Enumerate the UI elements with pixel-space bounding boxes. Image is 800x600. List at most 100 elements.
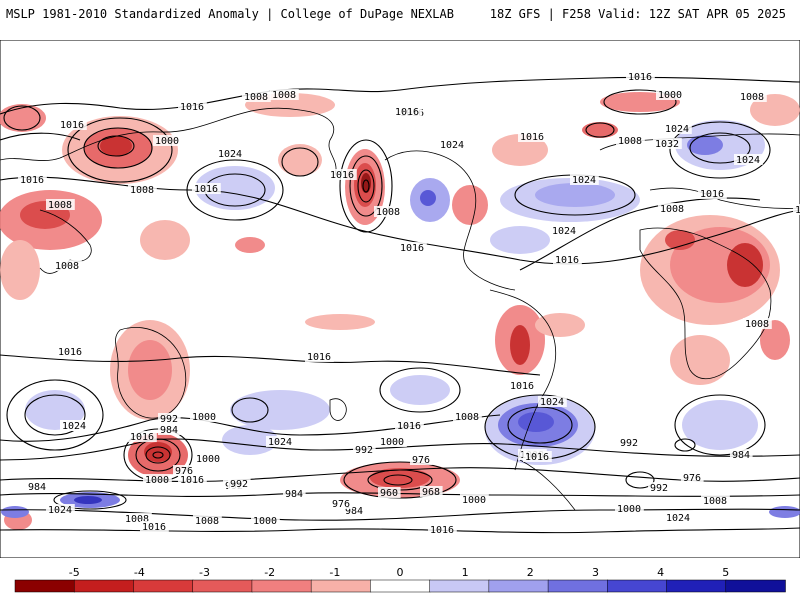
isobar-label-bg <box>305 351 334 362</box>
isobar-label-bg <box>508 380 537 391</box>
isobar-label: 1016 <box>194 184 218 195</box>
isobar-label-bg <box>553 254 582 265</box>
isobar-label: 984 <box>345 506 363 517</box>
colorbar-swatch <box>310 579 372 593</box>
isobar-label-bg <box>393 106 422 117</box>
isobar-label: 992 <box>620 438 638 449</box>
isobar-label-bg <box>56 346 85 357</box>
isobar-label: 1000 <box>192 412 216 423</box>
isobar-label-bg <box>570 174 599 185</box>
isobar-label: 1016 <box>58 347 82 358</box>
isobar-label-bg <box>743 318 772 329</box>
isobar-label-bg <box>270 89 299 100</box>
isobar-label-bg <box>343 505 366 516</box>
colorbar-swatch <box>192 579 253 593</box>
isobar-label-bg <box>395 420 424 431</box>
isobar-label-bg <box>626 71 655 82</box>
isobar-label-bg <box>618 437 641 448</box>
isobar-label-bg <box>46 199 75 210</box>
isobar-label: 1016 <box>520 132 544 143</box>
isobar-label: 1008 <box>660 204 684 215</box>
isobar-label: 1000 <box>380 437 404 448</box>
isobar-label: 1008 <box>272 90 296 101</box>
isobar-label: 992 <box>650 483 668 494</box>
isobar-label: 1024 <box>440 140 464 151</box>
colorbar-swatch <box>429 579 490 593</box>
isobar-label: 1016 <box>397 421 421 432</box>
isobar-label: 1008 <box>195 516 219 527</box>
isobar-label: 984 <box>160 425 178 436</box>
isobar-label-bg <box>793 204 800 215</box>
isobar-label-bg <box>26 481 49 492</box>
isobar-label: 1016 <box>430 525 454 536</box>
isobar-label: 1008 <box>618 136 642 147</box>
colorbar-swatch <box>488 579 549 593</box>
isobar-label-bg <box>266 436 295 447</box>
isobar-label: 1000 <box>658 90 682 101</box>
isobar-label: 1008 <box>244 92 268 103</box>
isobar-label: 1016 <box>180 102 204 113</box>
isobar-label: 1008 <box>130 185 154 196</box>
isobar-label: 1024 <box>572 175 596 186</box>
isobar-label-bg <box>420 486 443 497</box>
isobar-label-bg <box>453 411 482 422</box>
isobar-label-bg <box>730 449 753 460</box>
model-valid-time: 18Z GFS | F258 Valid: 12Z SAT APR 05 202… <box>489 7 786 21</box>
isobar-label-bg <box>158 424 181 435</box>
isobar-label: 968 <box>422 487 440 498</box>
isobar-label-bg <box>283 488 306 499</box>
isobar-label: 1024 <box>218 149 242 160</box>
header-bar: MSLP 1981-2010 Standardized Anomaly | Co… <box>0 0 800 30</box>
isobar-label: 1000 <box>155 136 179 147</box>
isobar-label-bg <box>615 503 644 514</box>
isobar-label: 1024 <box>48 505 72 516</box>
isobar-label-bg <box>378 436 407 447</box>
colorbar-swatch <box>547 579 609 593</box>
colorbar-swatches <box>14 579 786 593</box>
isobar-label-bg <box>648 482 671 493</box>
isobar-label: 1016 <box>180 475 204 486</box>
isobar-label: 1024 <box>736 155 760 166</box>
isobar-label-bg <box>193 515 222 526</box>
colorbar-tick-label: -4 <box>134 566 145 579</box>
isobar-label: 1016 <box>130 432 154 443</box>
isobar-label: 1024 <box>666 513 690 524</box>
isobar-label-bg <box>698 188 727 199</box>
colorbar-swatch <box>133 579 194 593</box>
isobar-label-bg <box>681 472 704 483</box>
colorbar: -5 -4 -3 -2 -1 0 1 2 3 4 5 <box>14 566 786 593</box>
isobar-label: 1008 <box>795 205 800 216</box>
colorbar-tick-label: 3 <box>592 566 599 579</box>
isobar-label: 1016 <box>20 175 44 186</box>
isobar-label: 1000 <box>617 504 641 515</box>
isobar-label: 984 <box>28 482 46 493</box>
isobar-label: 1000 <box>462 495 486 506</box>
isobar-label: 1000 <box>253 516 277 527</box>
isobar-label-bg <box>46 504 75 515</box>
map-title: MSLP 1981-2010 Standardized Anomaly | Co… <box>6 7 454 21</box>
isobar-label: 1016 <box>142 522 166 533</box>
isobar-label: 1024 <box>540 397 564 408</box>
isobar-label-bg <box>158 413 181 424</box>
isobar-label-bg <box>58 119 87 130</box>
isobar-label: 1016 <box>60 120 84 131</box>
isobar-label-bg <box>330 498 353 509</box>
isobar-label: 976 <box>175 466 193 477</box>
isobar-label-bg <box>60 420 89 431</box>
isobar-label-bg <box>128 431 157 442</box>
isobar-label-bg <box>18 174 47 185</box>
isobar-label-bg <box>656 89 685 100</box>
colorbar-tick-label: -2 <box>264 566 275 579</box>
colorbar-tick-label: 1 <box>462 566 469 579</box>
isobar-label: 976 <box>332 499 350 510</box>
colorbar-swatch <box>14 579 75 593</box>
isobar-label-bg <box>251 515 280 526</box>
isobar-label: 1016 <box>700 189 724 200</box>
isobar-label-bg <box>410 454 433 465</box>
colorbar-swatch <box>607 579 668 593</box>
isobar-label: 1008 <box>376 207 400 218</box>
isobar-label-bg <box>398 242 427 253</box>
isobar-label: 992 <box>160 414 178 425</box>
isobar-label-bg <box>653 138 682 149</box>
isobar-label: 960 <box>380 488 398 499</box>
